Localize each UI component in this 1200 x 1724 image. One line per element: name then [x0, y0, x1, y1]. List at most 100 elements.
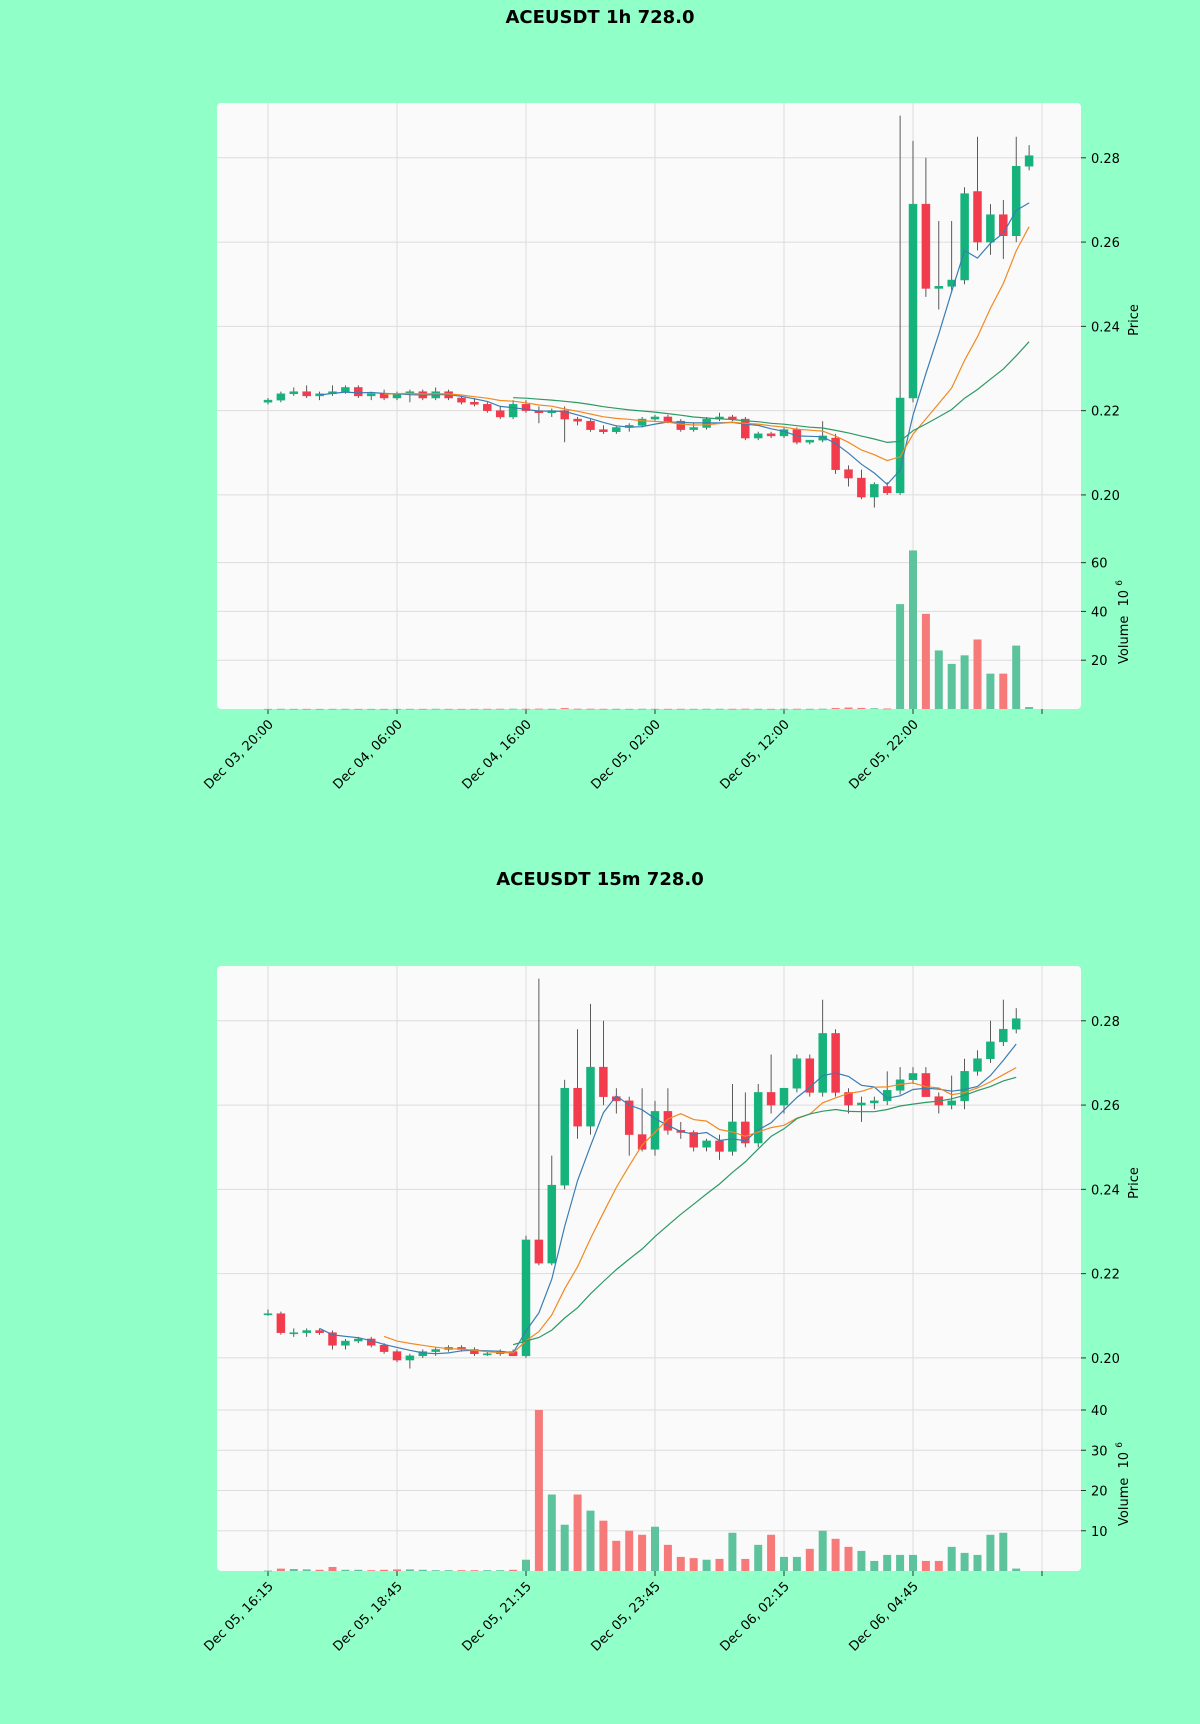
candle-up — [689, 427, 698, 430]
candle-down — [676, 420, 686, 430]
volume-tick-label: 20 — [1091, 1485, 1108, 1500]
volume-bar — [805, 708, 814, 710]
chart-title: ACEUSDT 15m 728.0 — [496, 869, 704, 890]
candle-down — [624, 1100, 634, 1135]
volume-bar — [689, 1558, 698, 1571]
volume-bar — [844, 707, 853, 709]
candle-down — [715, 1140, 724, 1152]
ma-slow-line — [513, 341, 1030, 444]
volume-bar — [999, 1532, 1008, 1571]
candle-up — [934, 286, 944, 289]
volume-bar — [754, 708, 763, 710]
volume-bar — [844, 1546, 853, 1571]
ma-slow-line — [512, 1076, 1017, 1346]
volume-axis-label-exp: 6 — [1115, 580, 1125, 586]
volume-bar — [792, 708, 801, 710]
candle-down — [844, 1092, 853, 1106]
candle-up — [986, 1041, 995, 1059]
volume-bar — [870, 708, 879, 710]
candle-down — [534, 1239, 544, 1264]
volume-bar — [393, 1569, 401, 1571]
candle-down — [495, 410, 505, 418]
volume-bar — [857, 1550, 866, 1571]
candle-down — [599, 429, 608, 432]
volume-bar — [586, 1510, 595, 1571]
volume-bar — [354, 1569, 363, 1571]
volume-bar — [380, 1569, 389, 1571]
candle-up — [947, 279, 956, 287]
candle-down — [302, 391, 311, 397]
price-tick-label: 0.20 — [1091, 1352, 1120, 1367]
candle-up — [405, 1355, 415, 1361]
volume-axis-label-text: Volume — [1117, 616, 1132, 664]
volume-bar — [831, 1538, 840, 1571]
candle-down — [857, 477, 866, 498]
candle-up — [650, 1111, 660, 1150]
price-tick-label: 0.22 — [1091, 405, 1120, 420]
volume-bar — [947, 663, 956, 709]
volume-bar — [573, 708, 582, 710]
volume-bar — [754, 1544, 763, 1571]
volume-axis-label: Volume 10 6 — [1115, 580, 1132, 664]
candle-up — [908, 203, 918, 399]
volume-bar — [599, 708, 608, 710]
volume-bar — [689, 708, 698, 710]
volume-bar — [328, 708, 337, 710]
volume-bar — [496, 1570, 505, 1571]
candle-up — [431, 1349, 440, 1352]
volume-tick-label: 10 — [1091, 1525, 1108, 1540]
volume-tick-label: 60 — [1091, 557, 1108, 572]
volume-bar — [999, 673, 1008, 709]
volume-bar — [380, 708, 389, 710]
price-tick-label: 0.26 — [1091, 1099, 1120, 1114]
volume-bar — [302, 1569, 311, 1571]
volume-bar — [741, 708, 750, 710]
volume-bar — [289, 1568, 298, 1571]
candle-up — [805, 439, 815, 443]
chart-1h: ACEUSDT 1h 728.0 0.200.220.240.260.28Dec… — [201, 7, 1142, 793]
volume-bar — [728, 708, 737, 710]
candle-up — [1011, 165, 1021, 236]
volume-bar — [1012, 1568, 1021, 1571]
volume-bar — [728, 1532, 737, 1571]
volume-bar — [612, 1540, 621, 1571]
volume-bar — [896, 1554, 905, 1571]
volume-bar — [444, 1570, 453, 1571]
volume-bar — [367, 1570, 376, 1571]
volume-bar — [921, 1560, 930, 1571]
candle-up — [521, 1239, 531, 1357]
candle-down — [805, 1058, 815, 1093]
volume-bar — [741, 1558, 750, 1571]
volume-bar — [547, 1494, 556, 1571]
volume-bar — [909, 1554, 917, 1571]
volume-bar — [960, 1552, 969, 1571]
volume-tick-label: 40 — [1091, 1404, 1108, 1419]
volume-bar — [509, 708, 518, 710]
candle-down — [741, 1121, 750, 1144]
ma-mid-line — [383, 1067, 1017, 1354]
volume-bar — [354, 708, 363, 710]
candle-down — [560, 410, 569, 420]
price-tick-label: 0.22 — [1091, 1268, 1120, 1283]
volume-bar — [276, 708, 285, 710]
volume-bar — [986, 1534, 995, 1571]
candle-down — [882, 486, 892, 494]
volume-bar — [341, 1569, 350, 1571]
volume-bar — [1025, 707, 1034, 709]
candle-down — [315, 1330, 324, 1333]
candle-up — [637, 418, 647, 426]
candle-down — [921, 1073, 931, 1097]
volume-bar — [857, 707, 866, 709]
volume-tick-label: 20 — [1091, 654, 1108, 669]
candle-up — [508, 404, 518, 418]
candle-up — [547, 1184, 557, 1264]
volume-bar — [483, 1570, 492, 1571]
candle-up — [870, 484, 879, 498]
candle-down — [766, 433, 776, 437]
candle-up — [728, 1121, 737, 1152]
volume-bar — [883, 1554, 892, 1571]
volume-bar — [573, 1494, 582, 1571]
volume-bar — [767, 708, 776, 710]
candle-up — [947, 1100, 956, 1106]
